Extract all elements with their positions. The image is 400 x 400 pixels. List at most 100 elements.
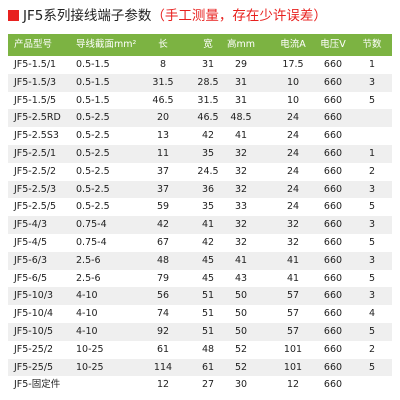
table-cell: 660 — [323, 254, 343, 266]
table-cell: 74 — [156, 308, 170, 320]
table-row: JF5-10/3 4-10 56 51 50 57 660 3 — [8, 287, 392, 306]
table-cell: 101 — [283, 343, 303, 355]
table-cell: 42 — [201, 236, 215, 248]
table-cell: 42 — [156, 219, 170, 231]
red-square — [8, 10, 19, 21]
table-cell: 79 — [156, 272, 170, 284]
table-cell: JF5-2.5S3 — [14, 130, 59, 142]
title-bar: JF5系列接线端子参数（手工测量，存在少许误差） — [8, 6, 327, 26]
table-cell: 660 — [323, 59, 343, 70]
table-row: JF5-25/5 10-25 114 61 52 101 660 5 — [8, 358, 392, 377]
table-row: JF5-6/3 2.5-6 48 45 41 41 660 3 — [8, 251, 392, 270]
table-cell: JF5-4/5 — [14, 236, 48, 248]
table-cell: 41 — [234, 130, 248, 142]
table-cell: 31.5 — [197, 94, 219, 106]
table-cell: JF5-6/3 — [14, 254, 48, 266]
table-cell: 1 — [368, 147, 376, 159]
table-cell: 660 — [323, 308, 343, 320]
table-cell: 2.5-6 — [76, 254, 101, 266]
table-cell: JF5-6/5 — [14, 272, 48, 284]
table-cell: 660 — [323, 325, 343, 337]
table-cell: 45 — [201, 254, 215, 266]
table-cell: JF5-2.5/2 — [14, 165, 57, 177]
table-cell: 35 — [201, 201, 215, 213]
table-row: JF5-2.5/2 0.5-2.5 37 24.5 32 24 660 2 — [8, 163, 392, 181]
table-cell: JF5-2.5/1 — [14, 147, 57, 159]
column-header: 产品型号 — [14, 39, 53, 50]
table-cell: 61 — [156, 343, 170, 355]
table-cell: 11 — [156, 147, 170, 159]
table-cell: 5 — [368, 325, 376, 337]
table-cell: 31 — [234, 94, 248, 106]
table-cell: 31 — [234, 76, 248, 88]
table-cell: 52 — [234, 361, 248, 373]
table-cell: JF5-固定件 — [14, 379, 61, 391]
table-cell: 660 — [323, 165, 343, 177]
table-cell: 3 — [368, 254, 376, 266]
table-cell: JF5-2.5/3 — [14, 183, 57, 195]
table-cell: 50 — [234, 308, 248, 320]
table-row: JF5-1.5/3 0.5-1.5 31.5 28.5 31 10 660 3 — [8, 73, 392, 92]
table-cell: 24 — [286, 183, 300, 195]
table-cell: 0.5-2.5 — [76, 165, 110, 177]
table-cell: 32 — [286, 236, 300, 248]
table-cell: 33 — [234, 201, 248, 213]
table-cell: JF5-2.5/5 — [14, 201, 57, 213]
table-cell: 41 — [286, 272, 300, 284]
table-cell: 31 — [201, 59, 215, 70]
table-cell: 24 — [286, 112, 300, 124]
column-header: 长 — [158, 39, 168, 50]
table-cell: 660 — [323, 361, 343, 373]
table-cell: 24.5 — [197, 165, 219, 177]
table-cell: 0.5-1.5 — [76, 59, 110, 70]
table-cell: 31.5 — [152, 76, 174, 88]
column-header: 宽 — [203, 39, 213, 50]
table-cell: 4-10 — [76, 308, 98, 320]
table-cell: 660 — [323, 76, 343, 88]
column-header: 导线截面mm² — [76, 39, 137, 50]
table-cell: 4-10 — [76, 290, 98, 302]
table-row: JF5-1.5/1 0.5-1.5 8 31 29 17.5 660 1 — [8, 56, 392, 74]
table-cell: JF5-1.5/5 — [14, 94, 57, 106]
table-row: JF5-固定件 12 27 30 12 660 — [8, 376, 392, 394]
table-cell: 114 — [153, 361, 173, 373]
table-cell: 0.75-4 — [76, 219, 107, 231]
table-cell: JF5-10/4 — [14, 308, 54, 320]
table-cell: 43 — [234, 272, 248, 284]
table-cell: 24 — [286, 201, 300, 213]
table-cell: 57 — [286, 290, 300, 302]
table-cell: 10 — [286, 94, 300, 106]
table-cell: 45 — [201, 272, 215, 284]
table-cell: 0.5-1.5 — [76, 76, 110, 88]
note: （手工测量，存在少许误差） — [151, 8, 327, 24]
table-cell: 4-10 — [76, 325, 98, 337]
table-cell: 41 — [201, 219, 215, 231]
table-cell: 0.75-4 — [76, 236, 107, 248]
table-cell: 57 — [286, 325, 300, 337]
table-row: JF5-2.5/5 0.5-2.5 59 35 33 24 660 5 — [8, 198, 392, 216]
table-cell: 17.5 — [282, 59, 304, 70]
table-cell: 3 — [368, 183, 376, 195]
table-cell: 27 — [201, 379, 215, 391]
table-row: JF5-6/5 2.5-6 79 45 43 41 660 5 — [8, 270, 392, 288]
table-cell: 5 — [368, 236, 376, 248]
table-cell: 35 — [201, 147, 215, 159]
table-row: JF5-4/5 0.75-4 67 42 32 32 660 5 — [8, 234, 392, 252]
table-cell: 46.5 — [197, 112, 219, 124]
table-cell: 0.5-2.5 — [76, 147, 110, 159]
table-cell: JF5-10/5 — [14, 325, 54, 337]
table-cell: 10 — [286, 76, 300, 88]
table-cell: JF5-25/2 — [14, 343, 54, 355]
table-row: JF5-4/3 0.75-4 42 41 32 32 660 3 — [8, 216, 392, 234]
table-cell: 48 — [201, 343, 215, 355]
table-cell: 660 — [323, 94, 343, 106]
table-cell: 3 — [368, 76, 376, 88]
table-cell: 660 — [323, 236, 343, 248]
table-cell: 660 — [323, 147, 343, 159]
table-cell: 32 — [234, 183, 248, 195]
table-cell: 0.5-2.5 — [76, 112, 110, 124]
table-cell: 24 — [286, 130, 300, 142]
table-cell: 48 — [156, 254, 170, 266]
table-cell: 660 — [323, 112, 343, 124]
table-cell: 46.5 — [152, 94, 174, 106]
